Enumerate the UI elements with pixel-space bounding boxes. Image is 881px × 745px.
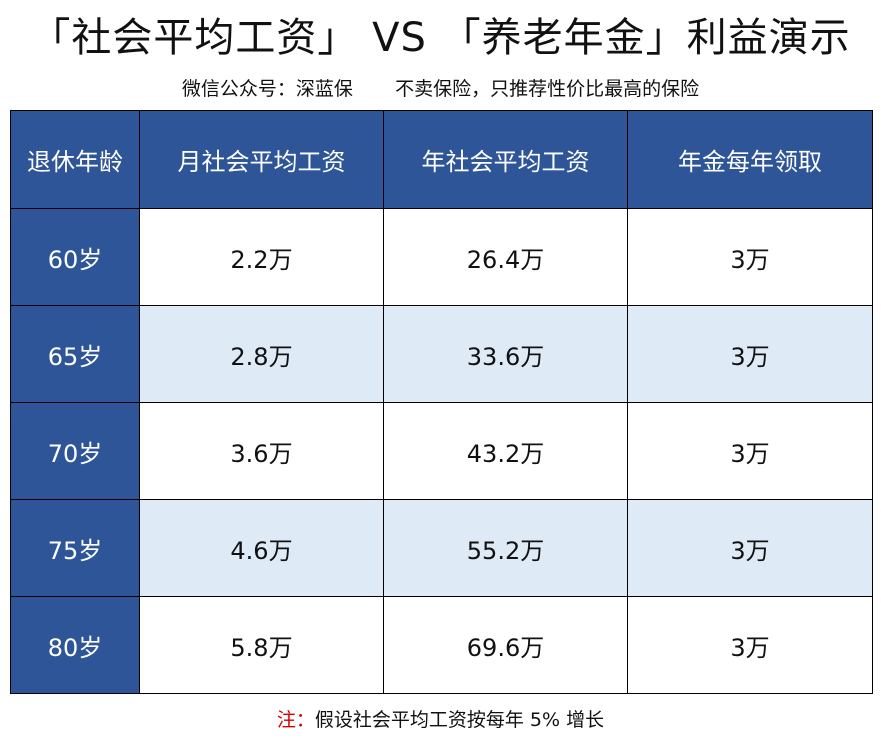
- cell-annuity: 3万: [627, 596, 873, 694]
- table-header-row: 退休年龄 月社会平均工资 年社会平均工资 年金每年领取: [10, 110, 873, 209]
- cell-yearly: 26.4万: [383, 208, 628, 306]
- subtitle: 微信公众号：深蓝保 不卖保险，只推荐性价比最高的保险: [181, 78, 700, 100]
- table-row: 80岁 5.8万 69.6万 3万: [10, 596, 873, 694]
- header-yearly-avg-wage: 年社会平均工资: [383, 110, 628, 209]
- page-title: 「社会平均工资」 VS 「养老年金」利益演示: [30, 15, 851, 61]
- table-row: 65岁 2.8万 33.6万 3万: [10, 305, 873, 403]
- cell-monthly: 3.6万: [139, 402, 384, 500]
- cell-annuity: 3万: [627, 499, 873, 597]
- cell-monthly: 5.8万: [139, 596, 384, 694]
- footnote: 注：假设社会平均工资按每年 5% 增长: [0, 706, 881, 734]
- cell-monthly: 2.8万: [139, 305, 384, 403]
- cell-age: 80岁: [10, 596, 140, 694]
- table-row: 70岁 3.6万 43.2万 3万: [10, 402, 873, 500]
- cell-monthly: 2.2万: [139, 208, 384, 306]
- cell-monthly: 4.6万: [139, 499, 384, 597]
- table-row: 60岁 2.2万 26.4万 3万: [10, 208, 873, 306]
- cell-age: 75岁: [10, 499, 140, 597]
- cell-yearly: 55.2万: [383, 499, 628, 597]
- cell-yearly: 69.6万: [383, 596, 628, 694]
- header-annuity-per-year: 年金每年领取: [627, 110, 873, 209]
- cell-annuity: 3万: [627, 402, 873, 500]
- comparison-table: 退休年龄 月社会平均工资 年社会平均工资 年金每年领取 60岁 2.2万 26.…: [10, 110, 873, 694]
- footnote-text: 假设社会平均工资按每年 5% 增长: [314, 709, 605, 731]
- header-monthly-avg-wage: 月社会平均工资: [139, 110, 384, 209]
- cell-age: 70岁: [10, 402, 140, 500]
- cell-annuity: 3万: [627, 208, 873, 306]
- cell-age: 60岁: [10, 208, 140, 306]
- cell-yearly: 43.2万: [383, 402, 628, 500]
- footnote-label: 注：: [276, 709, 315, 731]
- cell-yearly: 33.6万: [383, 305, 628, 403]
- table-row: 75岁 4.6万 55.2万 3万: [10, 499, 873, 597]
- cell-age: 65岁: [10, 305, 140, 403]
- cell-annuity: 3万: [627, 305, 873, 403]
- header-retirement-age: 退休年龄: [10, 110, 140, 209]
